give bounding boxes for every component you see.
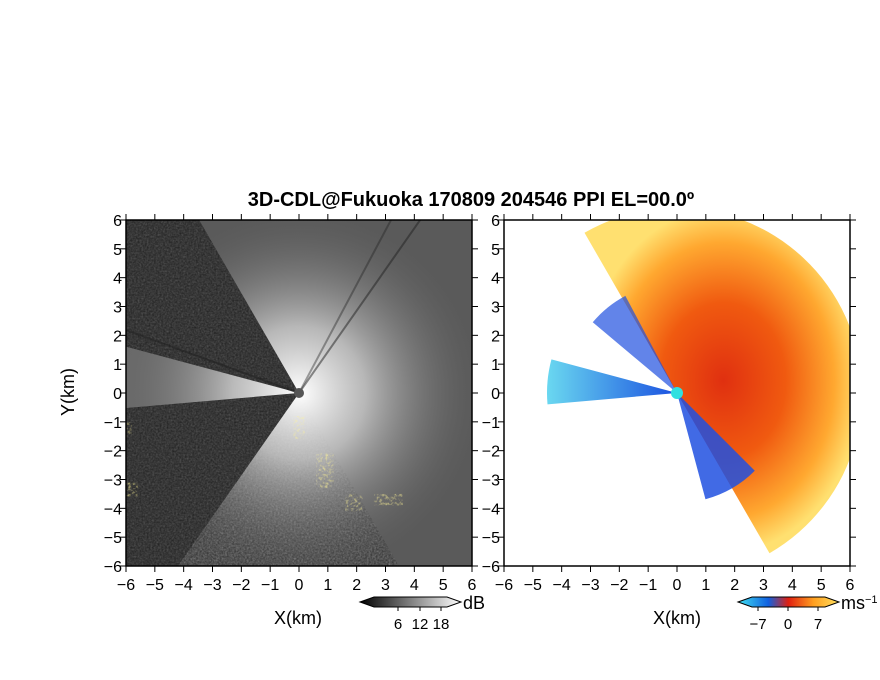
x-tick-label: −1 — [639, 577, 657, 594]
y-tick-label: 2 — [113, 328, 122, 345]
x-tick-label: −5 — [146, 577, 164, 594]
beam-shadow — [126, 328, 300, 394]
colorbar-tick-label: −7 — [749, 616, 766, 633]
approaching-sector-west — [547, 359, 677, 405]
y-tick-label: 1 — [113, 357, 122, 374]
x-tick-label: −6 — [117, 577, 135, 594]
backscatter-panel: −6 −5 −4 −3 −2 −1 0 1 2 3 4 5 6 6 5 4 3 2 1 0 −1 −2 −3 −4 −5 −6 — [104, 213, 478, 594]
x-axis-label-left: X(km) — [274, 608, 322, 628]
x-tick-label: 5 — [439, 577, 448, 594]
colorbar-tick-label: 7 — [814, 616, 822, 633]
x-tick-label: 0 — [673, 577, 682, 594]
approaching-sector-south — [677, 393, 755, 500]
y-tick-label: 4 — [491, 271, 500, 288]
x-tick-label: 1 — [323, 577, 332, 594]
beam-shadow — [298, 220, 422, 394]
x-tick-label: −3 — [203, 577, 221, 594]
y-tick-label: 0 — [113, 386, 122, 403]
y-tick-label: 5 — [491, 242, 500, 259]
x-tick-label: −1 — [261, 577, 279, 594]
flag-patch — [126, 421, 132, 437]
x-tick-label: 2 — [730, 577, 739, 594]
x-tick-label: 4 — [410, 577, 419, 594]
blank-sector-noise — [126, 393, 299, 566]
radar-site — [294, 388, 304, 398]
y-tick-label: −5 — [104, 530, 122, 547]
y-tick-label: 3 — [491, 300, 500, 317]
y-tick-label: −2 — [482, 444, 500, 461]
x-tick-label: 5 — [817, 577, 826, 594]
x-tick-label: −2 — [232, 577, 250, 594]
flag-marks — [126, 416, 403, 512]
x-tick-label: 6 — [846, 577, 855, 594]
y-tick-label: −1 — [482, 415, 500, 432]
x-tick-label: −4 — [175, 577, 193, 594]
x-tick-label: −5 — [524, 577, 542, 594]
colorbar-tick-label: 12 — [412, 616, 429, 633]
y-tick-label: 0 — [491, 386, 500, 403]
colorbar-tick-label: 0 — [784, 616, 792, 633]
chart-title: 3D-CDL@Fukuoka 170809 204546 PPI EL=00.0… — [248, 189, 694, 211]
velocity-colorbar: −7 0 7 ms−1 — [736, 593, 878, 633]
colorbar-unit: dB — [463, 593, 485, 613]
y-tick-label: −6 — [482, 559, 500, 576]
colorbar-ramp — [358, 596, 463, 608]
beam-shadow — [298, 220, 393, 394]
receding-sector — [584, 220, 850, 554]
x-tick-label: 3 — [759, 577, 768, 594]
backscatter-colorbar: 6 12 18 dB — [358, 593, 485, 633]
flag-patch — [126, 482, 138, 497]
y-tick-label: 4 — [113, 271, 122, 288]
colorbar-unit: ms−1 — [841, 593, 878, 613]
axis-ticks: −6 −5 −4 −3 −2 −1 0 1 2 3 4 5 6 6 5 4 3 2 1 0 −1 −2 −3 −4 −5 −6 — [482, 213, 856, 594]
colorbar-tick-label: 6 — [394, 616, 402, 633]
y-tick-label: −3 — [104, 473, 122, 490]
flag-patch — [345, 493, 363, 512]
y-tick-label: 6 — [113, 213, 122, 230]
x-tick-label: −4 — [553, 577, 571, 594]
x-tick-label: 0 — [295, 577, 304, 594]
y-tick-label: −3 — [482, 473, 500, 490]
x-tick-label: 2 — [352, 577, 361, 594]
y-tick-label: 3 — [113, 300, 122, 317]
y-tick-label: 1 — [491, 357, 500, 374]
x-axis-label-right: X(km) — [653, 608, 701, 628]
y-tick-label: 6 — [491, 213, 500, 230]
y-tick-label: 2 — [491, 328, 500, 345]
velocity-panel: −6 −5 −4 −3 −2 −1 0 1 2 3 4 5 6 6 5 4 3 2 1 0 −1 −2 −3 −4 −5 −6 — [482, 213, 856, 594]
y-tick-label: 5 — [113, 242, 122, 259]
flag-patch — [316, 453, 334, 489]
approaching-sector-northwest — [592, 295, 677, 393]
x-tick-label: −2 — [610, 577, 628, 594]
x-tick-label: −6 — [495, 577, 513, 594]
flag-patch — [293, 416, 305, 440]
x-tick-label: 6 — [468, 577, 477, 594]
colorbar-unit-exponent: −1 — [865, 594, 878, 606]
x-tick-label: −3 — [581, 577, 599, 594]
x-tick-label: 3 — [381, 577, 390, 594]
y-axis-label: Y(km) — [58, 368, 78, 416]
x-tick-label: 1 — [701, 577, 710, 594]
colorbar-ramp — [736, 596, 841, 608]
blank-sector-noise — [126, 220, 299, 393]
plot-area — [504, 220, 850, 566]
flag-patch — [373, 493, 403, 506]
colorbar-tick-label: 18 — [433, 616, 450, 633]
radar-site — [671, 387, 683, 399]
y-tick-label: −4 — [104, 501, 122, 518]
plot-area — [126, 220, 472, 566]
axis-ticks: −6 −5 −4 −3 −2 −1 0 1 2 3 4 5 6 6 5 4 3 2 1 0 −1 −2 −3 −4 −5 −6 — [104, 213, 478, 594]
y-tick-label: −5 — [482, 530, 500, 547]
x-tick-label: 4 — [788, 577, 797, 594]
y-tick-label: −1 — [104, 415, 122, 432]
y-tick-label: −2 — [104, 444, 122, 461]
y-tick-label: −6 — [104, 559, 122, 576]
y-tick-label: −4 — [482, 501, 500, 518]
